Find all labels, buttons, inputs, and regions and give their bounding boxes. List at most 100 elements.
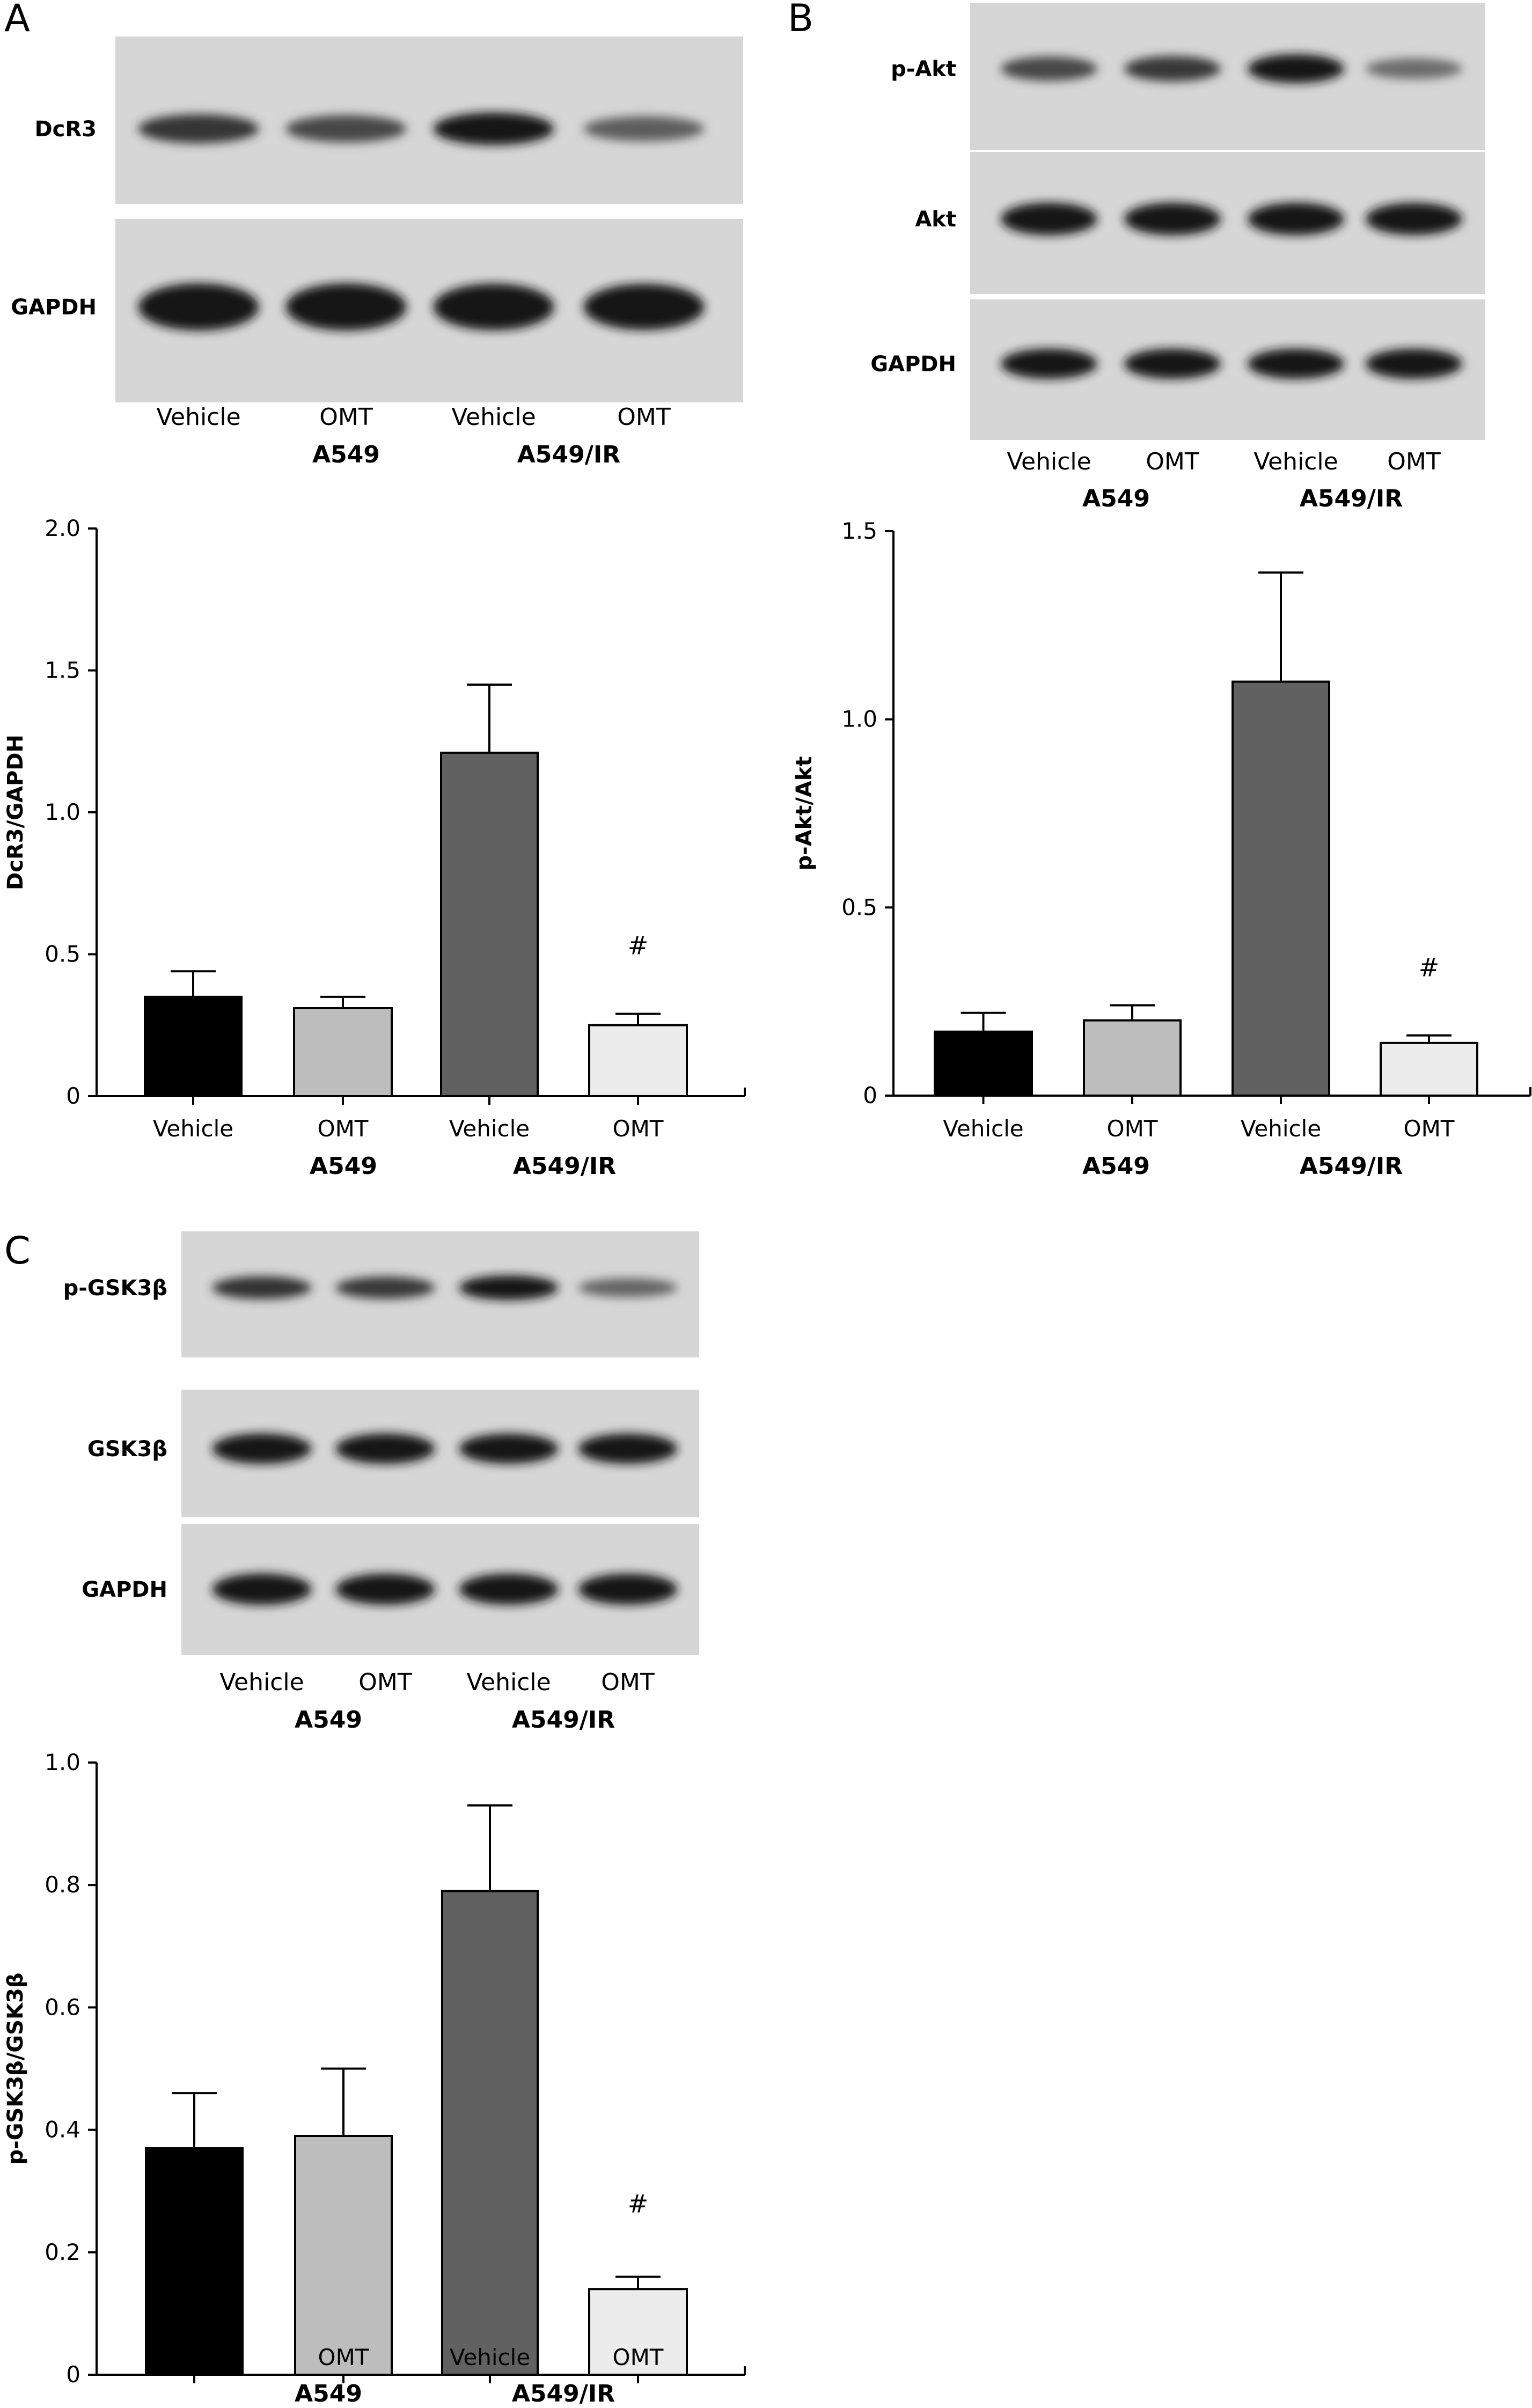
bar (934, 1030, 1033, 1097)
bar (144, 995, 243, 1097)
protein-band (1124, 56, 1221, 82)
bar-chart-a: 0 0.5 1.0 1.5 2.0 DcR3/GAPDH Vehicle OMT Vehicle… (3, 515, 746, 1180)
blot-group-label: A549 (295, 1706, 362, 1734)
y-tick-label: 1.5 (841, 518, 877, 544)
protein-band (1248, 202, 1344, 236)
blot-row-label: GAPDH (82, 1577, 167, 1602)
protein-band (459, 1433, 559, 1464)
y-tick-label: 0 (66, 2361, 80, 2388)
y-tick-label: 0 (863, 1082, 877, 1108)
blot-group-label: A549 (1082, 485, 1150, 512)
protein-band (285, 283, 407, 331)
blot-lane-label: OMT (319, 403, 373, 431)
protein-band (1124, 348, 1221, 379)
x-tick-label: OMT (613, 2344, 664, 2370)
protein-band (1124, 202, 1221, 236)
western-blot-a: DcR3 GAPDH Vehicle OMT Vehicle OMT A549 A549/IR (11, 36, 743, 468)
protein-band (583, 284, 705, 330)
x-group-label: A549 (310, 1152, 377, 1180)
blot-group-label: A549/IR (512, 1706, 615, 1734)
blot-row-label: GSK3β (87, 1437, 167, 1462)
protein-band (1366, 202, 1462, 236)
x-tick-label: Vehicle (943, 1115, 1023, 1142)
x-tick-label: Vehicle (1241, 1115, 1321, 1142)
blot-lane-label: Vehicle (219, 1669, 304, 1696)
x-group-label: A549/IR (1300, 1152, 1403, 1180)
protein-band (459, 1573, 559, 1605)
x-tick-label: OMT (318, 2344, 369, 2370)
bar-chart-c: 0 0.2 0.4 0.6 0.8 1.0 p-GSK3β/GSK3β Vehicle OMT V… (3, 1749, 746, 2407)
y-tick-label: 1.0 (45, 1749, 80, 1775)
western-blot-b: p-Akt Akt GAPDH Vehicle OMT Vehicle OMT A549 A54… (870, 3, 1485, 512)
blot-row-label: p-GSK3β (63, 1276, 167, 1301)
blot-lane-label: Vehicle (1254, 448, 1338, 475)
bar (1380, 1041, 1478, 1097)
blot-group-label: A549 (312, 441, 380, 468)
significance-marker: # (628, 2190, 649, 2219)
protein-band (285, 115, 407, 143)
x-tick-label: OMT (318, 1115, 369, 1142)
protein-band (212, 1276, 312, 1300)
y-tick-label: 0.8 (45, 1871, 80, 1898)
blot-lane-label: Vehicle (1007, 448, 1091, 475)
x-group-label: A549/IR (513, 1152, 616, 1180)
protein-band (1001, 202, 1097, 236)
blot-group-label: A549/IR (1300, 485, 1403, 512)
protein-band (1248, 54, 1344, 83)
blot-row-label: GAPDH (870, 352, 956, 377)
x-tick-label: OMT (1107, 1115, 1158, 1142)
y-tick-label: 0.5 (45, 941, 80, 967)
blot-lane-label: Vehicle (156, 403, 240, 431)
y-tick-label: 0.6 (45, 1994, 80, 2020)
x-tick-label: OMT (613, 1115, 664, 1142)
protein-band (578, 1278, 678, 1297)
bar (1232, 680, 1330, 1097)
protein-band (578, 1433, 678, 1464)
bar (441, 1890, 539, 2376)
blot-row-label: DcR3 (34, 117, 97, 142)
x-tick-label: Vehicle (450, 2344, 530, 2370)
bar (1083, 1019, 1182, 1097)
protein-band (212, 1433, 312, 1464)
protein-band (212, 1573, 312, 1605)
panel-letter-c: C (4, 1229, 31, 1273)
bar (588, 2288, 688, 2376)
blot-lane-label: Vehicle (451, 403, 536, 431)
y-tick-label: 1.5 (45, 657, 80, 684)
y-axis-label: p-GSK3β/GSK3β (3, 1972, 28, 2164)
y-tick-label: 0 (66, 1083, 80, 1109)
bar (588, 1024, 688, 1097)
protein-band (578, 1573, 678, 1605)
blot-lane-label: OMT (358, 1669, 412, 1696)
blot-lane-label: OMT (617, 403, 671, 431)
protein-band (335, 1433, 435, 1464)
blot-row-label: GAPDH (11, 295, 97, 320)
significance-marker: # (628, 931, 649, 960)
blot-lane-label: OMT (1146, 448, 1199, 475)
blot-lane-label: OMT (601, 1669, 655, 1696)
blot-row-label: Akt (915, 207, 956, 232)
protein-band (1366, 58, 1462, 79)
x-tick-label: Vehicle (449, 1115, 530, 1142)
blot-lane-label: Vehicle (466, 1669, 551, 1696)
y-tick-label: 1.0 (841, 706, 877, 732)
bar (294, 2135, 393, 2376)
y-tick-label: 2.0 (45, 515, 80, 541)
panel-letter-b: B (788, 0, 813, 40)
protein-band (138, 283, 259, 331)
y-axis-label: p-Akt/Akt (792, 756, 817, 870)
panel-letter-a: A (4, 0, 30, 40)
protein-band (1001, 56, 1097, 81)
x-group-label: A549/IR (512, 2380, 615, 2407)
protein-band (1248, 348, 1344, 379)
western-blot-c: p-GSK3β GSK3β GAPDH Vehicle OMT Vehicle OMT A54… (63, 1231, 699, 1734)
significance-marker: # (1419, 953, 1440, 982)
y-tick-label: 0.2 (45, 2239, 80, 2265)
protein-band (335, 1573, 435, 1605)
protein-band (433, 112, 554, 145)
protein-band (433, 283, 554, 331)
protein-band (459, 1275, 559, 1300)
protein-band (583, 116, 705, 142)
